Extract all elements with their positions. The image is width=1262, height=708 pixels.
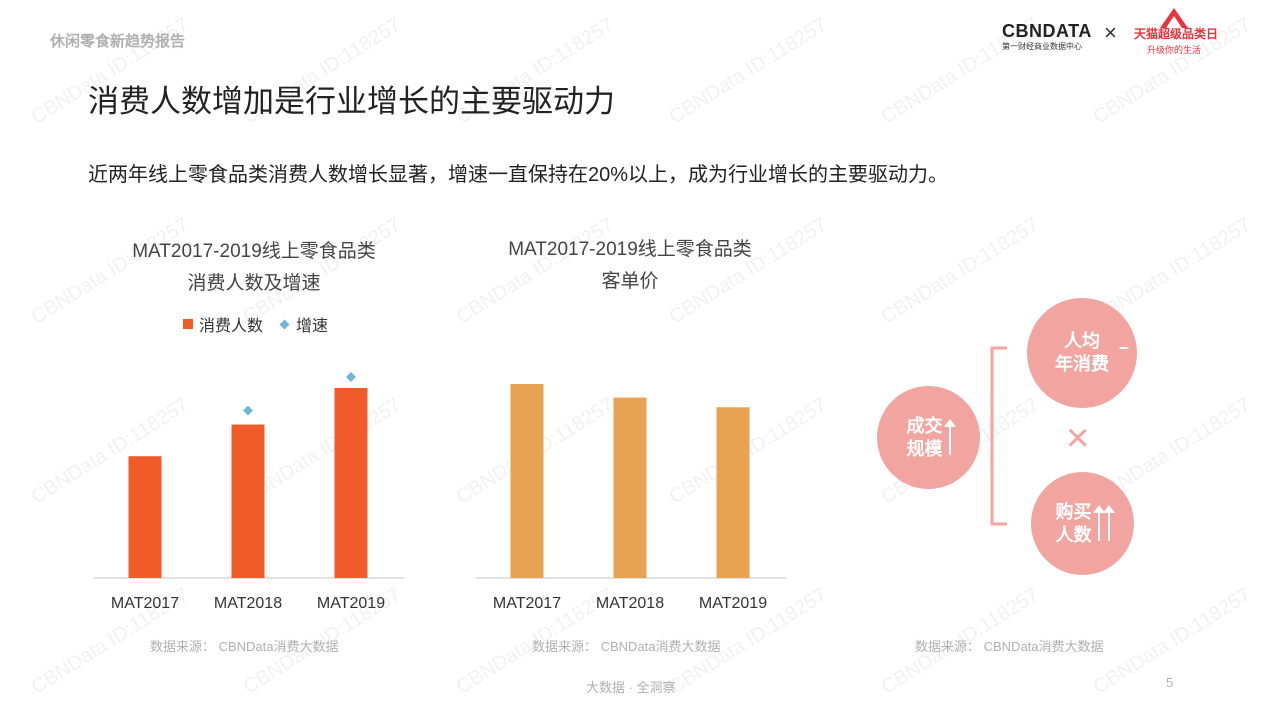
chart1-bar-MAT2017 [128, 456, 162, 578]
chart2-title-line2: 客单价 [601, 271, 659, 292]
bracket-line [990, 346, 1007, 526]
multiply-icon: × [1066, 416, 1090, 460]
chart2-bar-MAT2017 [510, 384, 544, 578]
chart2-tick-label: MAT2017 [493, 595, 561, 612]
diagram-source: 数据来源： CBNData消费大数据 [915, 639, 1104, 654]
page-title: 消费人数增加是行业增长的主要驱动力 [88, 84, 615, 119]
arrow-up-icon [1102, 504, 1115, 541]
chart1-tick-label: MAT2019 [317, 595, 385, 612]
chart1-title-line2: 消费人数及增速 [187, 273, 321, 294]
report-tag: 休闲零食新趋势报告 [50, 33, 186, 50]
chart2-title: MAT2017-2019线上零食品类 客单价 [480, 234, 780, 298]
footer-slogan: 大数据 · 全洞察 [586, 680, 676, 695]
chart2-tick-label: MAT2019 [699, 595, 767, 612]
chart1-bar-MAT2019 [334, 388, 368, 578]
tmall-logo-name: 天猫超级品类日 [1134, 27, 1219, 41]
logo-cross-icon: × [1104, 20, 1117, 45]
tmall-logo-slogan: 升级你的生活 [1146, 45, 1201, 55]
chart1-source: 数据来源： CBNData消费大数据 [150, 639, 339, 654]
watermark-text: CBNData ID:118257 [877, 213, 1043, 329]
chart1-title-line1: MAT2017-2019线上零食品类 [132, 241, 376, 262]
arrow-up-icon [1092, 504, 1105, 541]
legend-diamond-swatch [279, 319, 290, 329]
chart2-tick-label: MAT2018 [596, 595, 664, 612]
circle-avg-spend-label: 人均 年消费 [1055, 331, 1109, 374]
chart2-bar-MAT2018 [613, 397, 647, 578]
chart2-source: 数据来源： CBNData消费大数据 [532, 639, 721, 654]
chart2-svg: MAT2017 MAT2018 MAT2019 [476, 384, 786, 612]
arrow-up-icon [943, 418, 956, 455]
circle-buyers: 购买 人数 [1031, 472, 1134, 575]
cbndata-logo-word: CBNDATA [1002, 21, 1092, 41]
chart1-title: MAT2017-2019线上零食品类 消费人数及增速 [104, 236, 404, 300]
page-number: 5 [1166, 675, 1174, 690]
chart2-title-line1: MAT2017-2019线上零食品类 [508, 239, 752, 260]
cbndata-logo: CBNDATA 第一财经商业数据中心 [1002, 20, 1098, 52]
chart1-growth-marker-MAT2019 [346, 372, 356, 382]
legend-label-growth: 增速 [296, 318, 329, 335]
chart1-growth-marker-MAT2018 [243, 405, 253, 416]
circle-buyers-label: 购买 人数 [1055, 501, 1092, 545]
flat-indicator-icon: – [1118, 337, 1129, 357]
chart1-svg: MAT2017 MAT2018 MAT2019 [94, 372, 404, 612]
legend-label-users: 消费人数 [199, 318, 264, 335]
cbndata-logo-sub: 第一财经商业数据中心 [1002, 42, 1082, 51]
page-subtitle: 近两年线上零食品类消费人数增长显著，增速一直保持在20%以上，成为行业增长的主要… [88, 164, 949, 186]
watermark-text: CBNData ID:118257 [665, 13, 831, 129]
circle-avg-spend: 人均 年消费 – [1027, 298, 1137, 408]
chart1-tick-label: MAT2018 [214, 595, 282, 612]
legend-bar-swatch [183, 319, 193, 329]
chart1-bar-MAT2018 [231, 424, 265, 578]
chart1-tick-label: MAT2017 [111, 595, 179, 612]
circle-deal-scale: 成交 规模 [877, 386, 980, 489]
chart2-bar-MAT2019 [716, 407, 750, 578]
circle-deal-scale-label: 成交 规模 [906, 415, 943, 459]
chart1-legend: 消费人数 增速 [183, 312, 328, 336]
